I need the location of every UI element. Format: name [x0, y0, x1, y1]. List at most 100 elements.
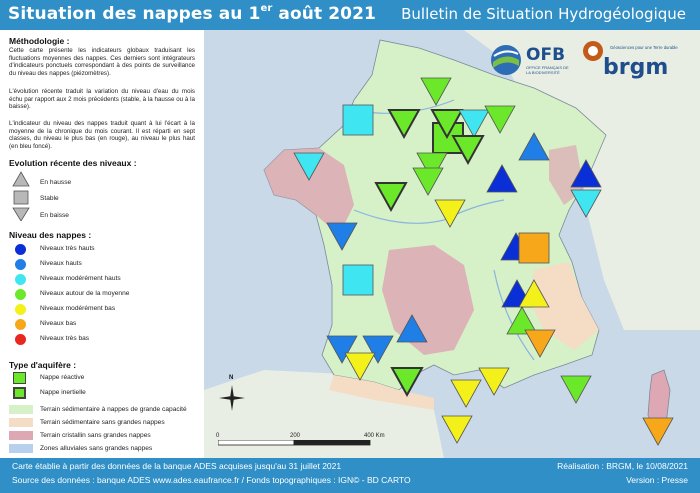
footer-realisation: Réalisation : BRGM, le 10/08/2021 [557, 461, 688, 471]
square-icon [13, 190, 29, 205]
map-marker-triangle-down-10 [374, 182, 408, 213]
armorican-massif [264, 148, 354, 235]
north-label: N [229, 375, 234, 381]
map-marker-triangle-up-21 [518, 279, 550, 308]
level-label-2: Niveaux modérément hauts [40, 275, 121, 282]
page-subtitle: Bulletin de Situation Hydrogéologique [401, 5, 686, 23]
map-marker-triangle-down-9 [416, 152, 448, 181]
terrain-label-2: Terrain cristallin sans grandes nappes [40, 432, 151, 439]
map-marker-triangle-down-28 [344, 352, 376, 381]
methodology-paragraph-1: Cette carte présente les indicateurs glo… [9, 47, 195, 77]
map-marker-triangle-down-6 [484, 105, 516, 134]
map-marker-square-22 [342, 264, 374, 296]
brgm-logo-icon [583, 41, 603, 61]
map-marker-triangle-down-0 [420, 77, 452, 106]
scale-label-200: 200 [290, 433, 301, 439]
compass-icon [219, 385, 245, 411]
map-canvas: N 0 200 400 Km [204, 30, 700, 458]
level-label-4: Niveaux modérément bas [40, 305, 116, 312]
footer-bar: Carte établie à partir des données de la… [0, 458, 700, 493]
logos-block: OFB OFFICE FRANÇAIS DE LA BIODIVERSITÉ G… [490, 40, 695, 85]
map-marker-triangle-down-34 [642, 417, 674, 446]
evolution-legend-icons [12, 171, 30, 221]
ofb-logo-subtitle: OFFICE FRANÇAIS DE LA BIODIVERSITÉ [526, 65, 569, 75]
legend-panel: Méthodologie : Cette carte présente les … [0, 30, 204, 458]
level-dot-4 [15, 304, 26, 315]
brgm-logo-text: brgm [603, 55, 669, 80]
scale-label-400: 400 Km [364, 433, 385, 439]
map-marker-triangle-down-4 [458, 109, 490, 138]
map-marker-triangle-up-13 [518, 132, 550, 161]
loire-river [353, 199, 505, 224]
terrain-label-1: Terrain sédimentaire sans grandes nappes [40, 419, 165, 426]
footer-data-note: Carte établie à partir des données de la… [12, 461, 342, 471]
terrain-swatch-1 [9, 418, 33, 427]
map-marker-triangle-down-7 [451, 135, 485, 166]
level-label-0: Niveaux très hauts [40, 245, 95, 252]
map-marker-triangle-down-27 [524, 329, 556, 358]
map-marker-square-18 [518, 232, 550, 264]
level-dot-0 [15, 244, 26, 255]
header-bar: Situation des nappes au 1er août 2021 Bu… [0, 0, 700, 30]
map-marker-triangle-down-30 [478, 367, 510, 396]
map-marker-triangle-up-23 [506, 306, 538, 335]
aquifer-legend-title: Type d'aquifère : [9, 360, 77, 370]
page-title: Situation des nappes au 1er août 2021 [8, 3, 376, 24]
nappe-reactive-swatch [13, 372, 26, 384]
map-marker-triangle-up-14 [570, 159, 602, 188]
map-marker-triangle-down-31 [450, 379, 482, 408]
rhone-river [493, 269, 535, 361]
map-marker-triangle-down-11 [412, 167, 444, 196]
map-marker-triangle-down-32 [560, 375, 592, 404]
scale-label-0: 0 [216, 433, 220, 439]
level-label-6: Niveaux très bas [40, 335, 90, 342]
scale-bar [218, 440, 371, 446]
terrain-label-0: Terrain sédimentaire à nappes de grande … [40, 406, 187, 413]
level-dot-6 [15, 334, 26, 345]
ofb-logo-text: OFB [526, 45, 566, 65]
map-marker-triangle-down-15 [570, 189, 602, 218]
map-marker-triangle-up-12 [486, 164, 518, 193]
level-legend-title: Niveau des nappes : [9, 230, 92, 240]
france-map [204, 30, 700, 458]
map-marker-triangle-up-24 [396, 314, 428, 343]
footer-version: Version : Presse [626, 475, 688, 485]
ofb-logo-icon [491, 45, 521, 75]
aquifer-label-reactive: Nappe réactive [40, 374, 85, 381]
methodology-title: Méthodologie : [9, 36, 70, 46]
map-marker-triangle-down-29 [390, 367, 424, 398]
triangle-down-icon [12, 207, 30, 221]
pyrenees-area [329, 375, 434, 410]
legend-label-hausse: En hausse [40, 179, 72, 186]
level-dot-2 [15, 274, 26, 285]
alps-area [529, 262, 599, 350]
map-markers [293, 77, 674, 446]
map-marker-triangle-down-33 [441, 415, 473, 444]
level-dot-5 [15, 319, 26, 330]
map-marker-triangle-down-26 [362, 335, 394, 364]
map-marker-triangle-down-25 [326, 335, 358, 364]
nappe-inertielle-swatch [13, 387, 26, 399]
level-label-3: Niveaux autour de la moyenne [40, 290, 130, 297]
map-marker-square-5 [342, 104, 374, 136]
level-dot-3 [15, 289, 26, 300]
terrain-swatch-3 [9, 444, 33, 453]
map-marker-triangle-down-2 [387, 109, 421, 140]
level-label-1: Niveaux hauts [40, 260, 82, 267]
legend-label-stable: Stable [40, 195, 59, 202]
level-dot-1 [15, 259, 26, 270]
aquifer-label-inertielle: Nappe inertielle [40, 389, 86, 396]
terrain-swatch-2 [9, 431, 33, 440]
methodology-paragraph-3: L'indicateur du niveau des nappes tradui… [9, 120, 195, 150]
map-marker-triangle-down-3 [430, 109, 464, 140]
evolution-legend-title: Evolution récente des niveaux : [9, 158, 137, 168]
brgm-tagline: Géosciences pour une Terre durable [610, 45, 678, 50]
footer-source-note: Source des données : banque ADES www.ade… [12, 475, 411, 485]
map-marker-triangle-down-16 [434, 199, 466, 228]
legend-label-baisse: En baisse [40, 212, 69, 219]
terrain-label-3: Zones alluviales sans grandes nappes [40, 445, 153, 452]
methodology-paragraph-2: L'évolution récente traduit la variation… [9, 88, 195, 111]
map-marker-triangle-down-19 [326, 222, 358, 251]
terrain-swatch-0 [9, 405, 33, 414]
map-marker-triangle-down-8 [293, 152, 325, 181]
